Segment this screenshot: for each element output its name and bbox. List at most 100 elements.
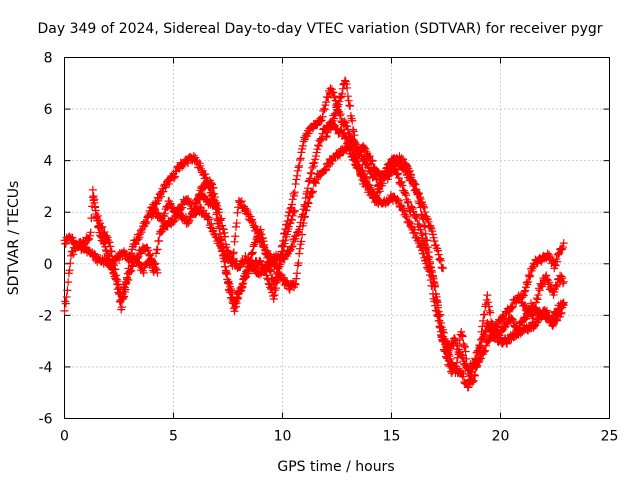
data-point (213, 208, 222, 217)
data-point (226, 285, 235, 294)
data-point (256, 225, 265, 234)
data-point (476, 343, 485, 352)
data-point (192, 157, 201, 166)
data-point (359, 170, 368, 179)
data-point (212, 204, 221, 213)
data-point (246, 256, 255, 265)
data-point (398, 206, 407, 215)
data-point (257, 230, 266, 239)
data-point (305, 193, 314, 202)
data-point (533, 259, 542, 268)
data-point (460, 342, 469, 351)
data-point (434, 312, 443, 321)
data-point (61, 299, 70, 308)
data-point (184, 159, 193, 168)
data-point (559, 301, 568, 310)
data-point (241, 273, 250, 282)
data-point (318, 129, 327, 138)
data-point (178, 162, 187, 171)
data-point (461, 347, 470, 356)
data-point (135, 233, 144, 242)
data-point (402, 191, 411, 200)
data-point (341, 118, 350, 127)
data-point (120, 283, 129, 292)
y-tick-label: -2 (39, 308, 53, 324)
data-point (424, 217, 433, 226)
data-point (108, 255, 117, 264)
data-point (204, 213, 213, 222)
data-point (306, 174, 315, 183)
data-point (91, 206, 100, 215)
data-point (144, 250, 153, 259)
data-point (508, 302, 517, 311)
data-point (218, 251, 227, 260)
data-point (458, 332, 467, 341)
data-point (157, 227, 166, 236)
y-tick-label: -4 (39, 360, 53, 376)
data-point (244, 263, 253, 272)
data-point (266, 285, 275, 294)
data-point (488, 330, 497, 339)
data-point (552, 282, 561, 291)
data-point (401, 165, 410, 174)
data-point (165, 179, 174, 188)
data-point (242, 205, 251, 214)
data-point (325, 124, 334, 133)
data-point (185, 216, 194, 225)
series-layer (60, 76, 568, 392)
data-point (428, 230, 437, 239)
data-point (117, 303, 126, 312)
data-point (484, 302, 493, 311)
data-point (298, 230, 307, 239)
data-point (557, 272, 566, 281)
data-point (412, 212, 421, 221)
data-point (480, 310, 489, 319)
data-point (160, 209, 169, 218)
data-point (144, 246, 153, 255)
data-point (349, 127, 358, 136)
data-point (524, 271, 533, 280)
data-point (90, 249, 99, 258)
data-point (281, 236, 290, 245)
data-point (485, 306, 494, 315)
data-point (227, 256, 236, 265)
data-point (430, 236, 439, 245)
data-point (345, 101, 354, 110)
data-point (189, 210, 198, 219)
data-point (524, 277, 533, 286)
data-point (558, 274, 567, 283)
data-point (224, 247, 232, 256)
data-point (247, 250, 256, 259)
data-point (87, 214, 96, 223)
data-point (127, 266, 136, 275)
data-point (219, 225, 228, 234)
data-point (507, 304, 516, 313)
data-point (146, 250, 155, 259)
data-point (292, 274, 301, 283)
data-point (521, 301, 530, 310)
data-point (205, 215, 214, 224)
data-point (275, 262, 284, 271)
data-point (221, 262, 230, 271)
data-point (191, 205, 200, 214)
y-tick-label: 2 (44, 205, 53, 221)
data-point (231, 297, 240, 306)
data-point (67, 251, 76, 260)
data-point (311, 179, 320, 188)
data-point (279, 247, 288, 256)
data-point (342, 80, 351, 89)
data-point (426, 276, 435, 285)
data-point (436, 254, 445, 263)
data-point (415, 189, 424, 198)
data-point (366, 183, 375, 192)
data-point (302, 206, 311, 215)
data-point (306, 168, 315, 177)
data-point (285, 285, 294, 294)
data-point (261, 246, 270, 255)
data-point (430, 297, 439, 306)
data-point (466, 371, 475, 380)
data-point (407, 219, 416, 228)
data-point (229, 249, 238, 258)
data-point (487, 333, 496, 342)
y-tick-label: 0 (44, 257, 53, 273)
